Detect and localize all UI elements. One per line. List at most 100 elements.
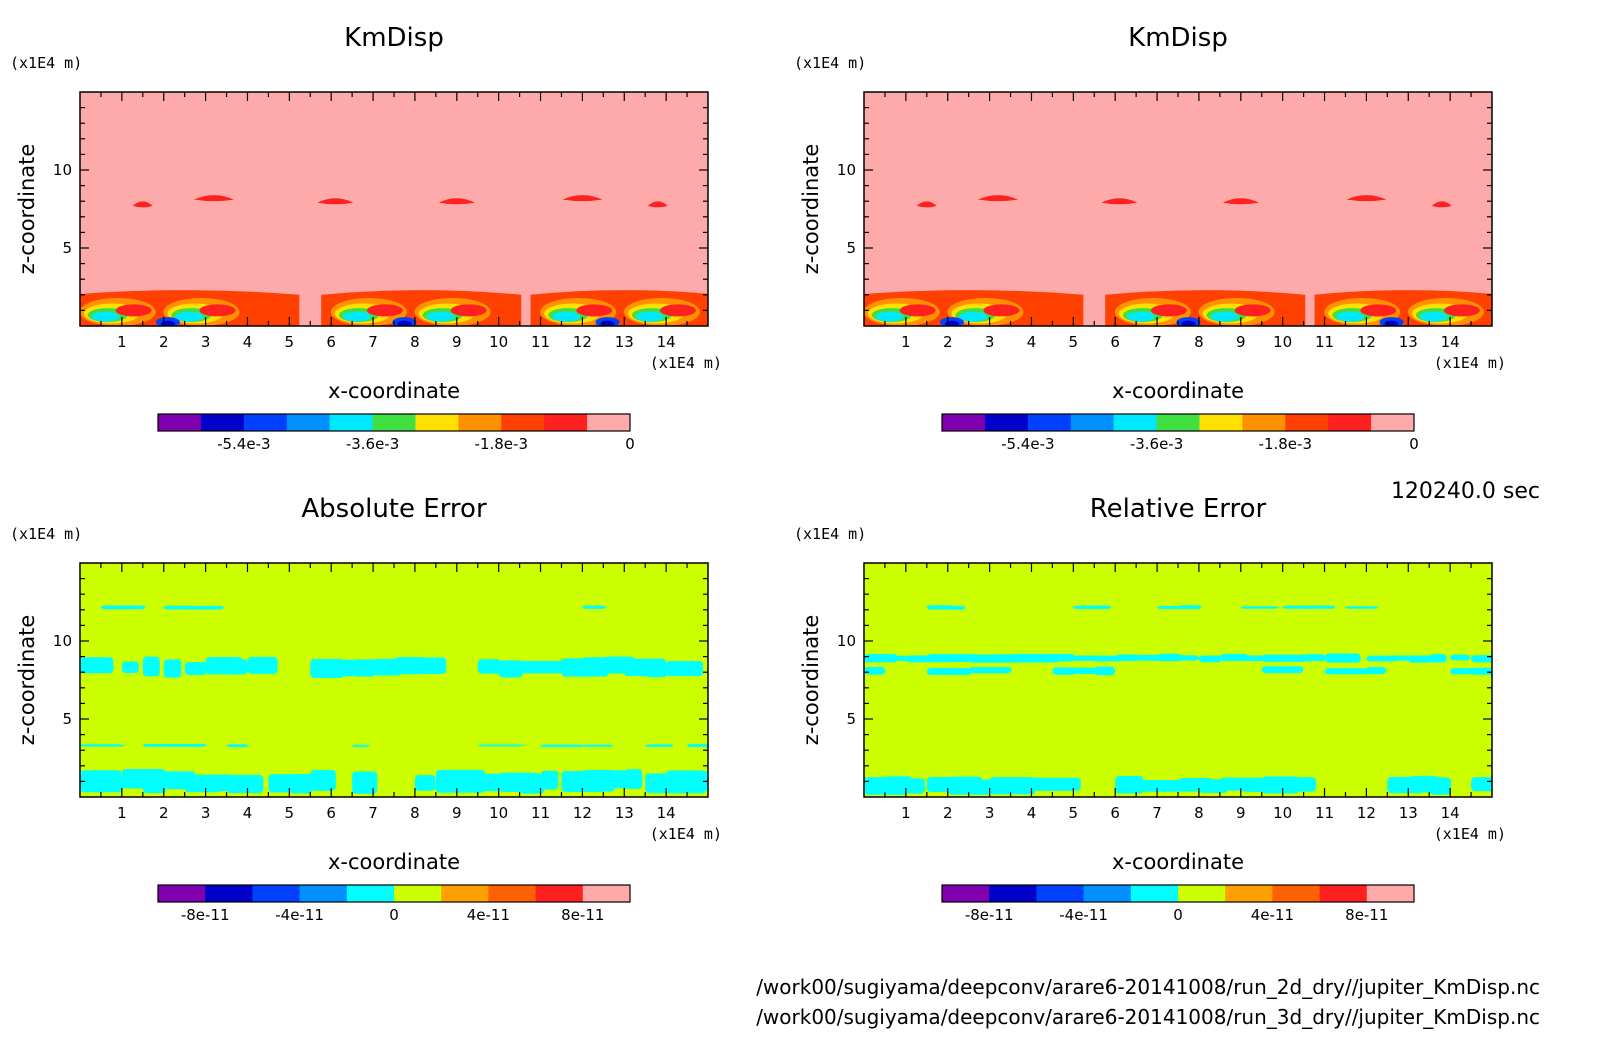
contour-region <box>450 304 487 317</box>
x-tick-label: 3 <box>201 804 211 822</box>
contour-region <box>477 744 525 747</box>
colorbar-swatch <box>582 885 631 902</box>
contour-region <box>184 605 224 610</box>
contour-region <box>414 775 436 791</box>
contour-region <box>1031 777 1081 791</box>
y-tick-label: 10 <box>53 632 72 650</box>
contour-region <box>1178 655 1199 661</box>
contour-region <box>1101 198 1138 205</box>
y-tick-label: 10 <box>837 632 856 650</box>
colorbar-frame <box>941 413 1415 432</box>
colorbar-swatch <box>299 885 348 902</box>
colorbar-swatch <box>942 885 990 902</box>
background-region <box>80 563 708 797</box>
x-tick-label: 8 <box>1194 333 1204 351</box>
contour-region <box>1031 655 1055 661</box>
x-tick-label: 14 <box>1441 333 1460 351</box>
colorbar-swatch <box>1366 885 1415 902</box>
contour-region <box>1303 654 1325 661</box>
x-tick-label: 10 <box>489 333 508 351</box>
colorbar-swatch <box>1083 885 1132 902</box>
x-tick-label: 7 <box>1152 333 1162 351</box>
contour-region <box>1181 320 1196 326</box>
colorbar-swatch <box>1156 414 1200 431</box>
x-tick-label: 1 <box>117 333 127 351</box>
x-tick-label: 3 <box>985 333 995 351</box>
colorbar-swatch <box>587 414 631 431</box>
contour-region <box>1240 606 1279 609</box>
contour-region <box>1336 311 1365 322</box>
contour-region <box>635 311 664 322</box>
contour-region <box>1052 653 1076 662</box>
colorbar-swatch <box>1225 885 1273 902</box>
x-tick-label: 10 <box>1273 333 1292 351</box>
contour-region <box>1178 605 1202 609</box>
boundary-layer-hump <box>321 290 522 326</box>
contour-region <box>1126 311 1155 322</box>
x-tick-label: 12 <box>573 804 592 822</box>
colorbar-swatch <box>252 885 300 902</box>
colorbar-tick-label: -3.6e-3 <box>1130 435 1183 453</box>
colorbar-tick-label: -8e-11 <box>181 906 230 924</box>
x-unit-label: (x1E4 m) <box>650 354 722 372</box>
chart-panel-4: Relative Error (x1E4 m) (x1E4 m) z-coordina… <box>794 494 1506 924</box>
x-tick-label: 4 <box>243 804 253 822</box>
contour-region <box>1346 195 1387 202</box>
contour-region <box>317 198 354 205</box>
contour-region <box>1094 605 1112 609</box>
colorbar-swatch <box>158 414 202 431</box>
x-tick-label: 9 <box>452 333 462 351</box>
y-tick-label: 5 <box>846 239 856 257</box>
colorbar-tick-label: 4e-11 <box>1251 906 1294 924</box>
background-region <box>864 92 1492 326</box>
x-tick-label: 6 <box>1110 333 1120 351</box>
contour-region <box>947 605 966 610</box>
x-tick-label: 9 <box>1236 804 1246 822</box>
x-unit-label: (x1E4 m) <box>1434 825 1506 843</box>
contour-region <box>1419 311 1448 322</box>
contour-region <box>582 657 609 677</box>
colorbar-swatch <box>286 414 331 431</box>
y-unit-label: (x1E4 m) <box>794 525 866 543</box>
contour-region <box>666 661 704 677</box>
x-tick-label: 8 <box>1194 804 1204 822</box>
contour-region <box>1471 667 1492 675</box>
x-tick-label: 13 <box>615 333 634 351</box>
chart-title: Relative Error <box>1090 494 1267 524</box>
x-tick-label: 9 <box>1236 333 1246 351</box>
contour-region <box>1324 668 1371 675</box>
colorbar-swatch <box>346 885 395 902</box>
plot-field <box>864 92 1492 326</box>
contour-region <box>160 320 175 326</box>
plot-field <box>864 563 1492 797</box>
colorbar-swatch <box>243 414 288 431</box>
contour-region <box>905 778 925 794</box>
contour-region <box>1366 667 1387 675</box>
x-tick-label: 1 <box>117 804 127 822</box>
contour-region <box>142 656 160 677</box>
contour-region <box>926 605 954 610</box>
x-tick-label: 4 <box>243 333 253 351</box>
x-axis-label: x-coordinate <box>328 379 460 403</box>
contour-region <box>438 198 475 205</box>
contour-region <box>1282 777 1317 792</box>
colorbar-tick-label: -1.8e-3 <box>475 435 528 453</box>
x-tick-label: 10 <box>489 804 508 822</box>
contour-region <box>576 304 613 317</box>
contour-region <box>944 320 959 326</box>
contour-region <box>1429 654 1447 663</box>
x-tick-label: 13 <box>1399 333 1418 351</box>
contour-region <box>645 744 674 747</box>
x-tick-label: 7 <box>368 804 378 822</box>
contour-region <box>352 771 378 794</box>
contour-region <box>552 311 581 322</box>
contour-region <box>163 744 207 747</box>
contour-region <box>226 774 264 793</box>
colorbar-swatch <box>1272 885 1320 902</box>
contour-region <box>1222 198 1259 205</box>
contour-region <box>983 304 1020 317</box>
colorbar-swatch <box>1178 885 1226 902</box>
contour-region <box>115 304 152 317</box>
colorbar-frame <box>157 413 631 432</box>
